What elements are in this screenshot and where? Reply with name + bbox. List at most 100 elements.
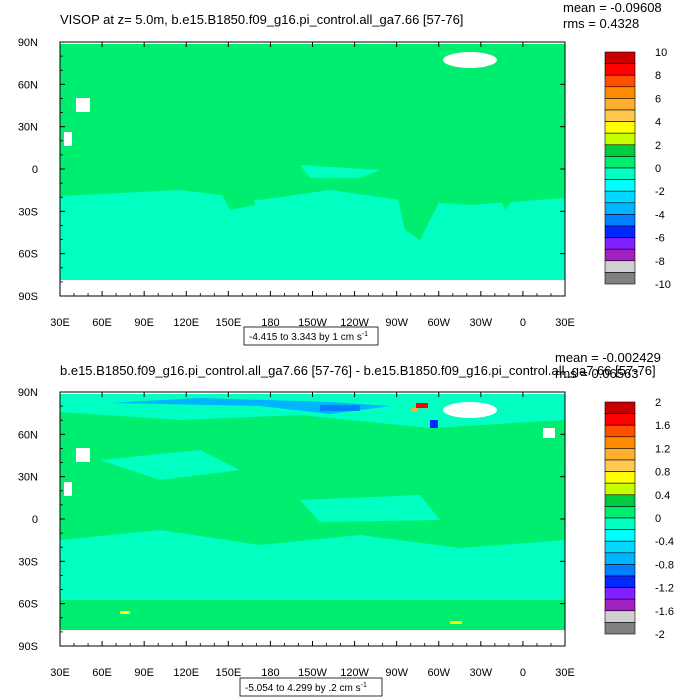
panel-1-xtick-label: 60W — [427, 317, 450, 329]
panel-1-ytick-label: 90N — [18, 37, 38, 49]
panel-2-xtick-label: 60W — [427, 667, 450, 679]
panel-1-map: 30E 60E 90E 120E 150E 180 150W 120W 90W 60W 30W 0 30… — [18, 37, 575, 329]
panel-1-ytick-label: 90S — [18, 291, 38, 303]
panel-2-xtick-label: 30E — [555, 667, 575, 679]
panel-2-colorbar-swatch — [604, 401, 636, 414]
panel-2-xtick-label: 0 — [520, 667, 526, 679]
panel-2-xtick-label: 150W — [298, 667, 327, 679]
panel-2-map: 30E 60E 90E 120E 150E 180 150W 120W 90W 60W 30W 0 30… — [18, 387, 575, 679]
panel-2-arctic-dark-blue — [320, 405, 360, 411]
panel-2-ytick-label: 60S — [18, 599, 38, 611]
panel-2-colorbar-swatch — [604, 506, 636, 519]
panel-2-red-sea-gap — [64, 482, 72, 496]
panel-1-colorbar-label: 8 — [655, 70, 661, 82]
panel-1-colorbar-label: -4 — [655, 209, 665, 221]
panel-1-colorbar-swatch — [604, 248, 636, 262]
panel-2-indian-cyan — [100, 450, 240, 480]
panel-1-x-axis: 30E 60E 90E 120E 150E 180 150W 120W 90W 60W 30W 0 30… — [50, 42, 575, 329]
panel-2-colorbar: 2 1.6 1.2 0.8 0.4 0 -0.4 -0.8 -1.2 -1.6 -2 — [604, 397, 674, 641]
panel-2-colorbar-label: 1.6 — [655, 420, 670, 432]
panel-2-ytick-label: 30S — [18, 556, 38, 568]
panel-1-colorbar-label: -10 — [655, 279, 671, 291]
panel-2-labrador-blue — [430, 420, 438, 428]
panel-1-colorbar-swatch — [604, 144, 636, 157]
panel-2-colorbar-swatch — [604, 413, 636, 426]
panel-2-colorbar-swatch — [604, 471, 636, 484]
panel-1-colorbar-swatch — [604, 260, 636, 273]
panel-1-caspian-gap — [76, 98, 90, 112]
panel-1-colorbar-swatch — [604, 179, 636, 192]
panel-1-xtick-label: 120W — [340, 317, 369, 329]
panel-1-colorbar: 10 8 6 4 2 0 -2 -4 -6 -8 -10 — [604, 47, 671, 291]
panel-1-colorbar-swatch — [604, 190, 636, 204]
panel-2-colorbar-swatch — [604, 587, 636, 600]
panel-2-ytick-label: 0 — [32, 514, 38, 526]
panel-1-colorbar-swatch — [604, 225, 636, 238]
panel-2-colorbar-swatch — [604, 424, 636, 438]
panel-2-ytick-label: 60N — [18, 429, 38, 441]
panel-2-xtick-label: 60E — [92, 667, 112, 679]
panel-1-xtick-label: 150E — [215, 317, 241, 329]
panel-1-colorbar-swatch — [604, 167, 636, 180]
panel-2-greenland-gap — [443, 402, 497, 418]
panel-2-rms: rms = 0.06563 — [555, 366, 638, 381]
panel-2-colorbar-swatch — [604, 448, 636, 461]
panel-1-colorbar-swatch — [604, 202, 636, 215]
panel-2-colorbar-label: 1.2 — [655, 443, 670, 455]
panel-2-ytick-label: 90N — [18, 387, 38, 399]
panel-1-xtick-label: 30W — [470, 317, 493, 329]
panel-2-xtick-label: 180 — [261, 667, 279, 679]
panel-2-x-axis: 30E 60E 90E 120E 150E 180 150W 120W 90W 60W 30W 0 30… — [50, 392, 575, 679]
panel-2-hotspot-red — [416, 403, 428, 408]
panel-1-colorbar-swatch — [604, 98, 636, 111]
panel-2-colorbar-label: -1.2 — [655, 583, 674, 595]
panel-2-ytick-label: 30N — [18, 472, 38, 484]
panel-1-pacific-cyan — [300, 165, 380, 178]
panel-2-colorbar-swatch — [604, 622, 636, 635]
panel-2-colorbar-label: -2 — [655, 629, 665, 641]
panel-1-colorbar-swatch — [604, 121, 636, 134]
panel-2-colorbar-swatch — [604, 436, 636, 449]
panel-1-greenland-gap — [443, 52, 497, 68]
panel-2-hotspot-orange — [412, 408, 418, 412]
panel-2-baltic-gap — [543, 428, 555, 438]
panel-1-mean: mean = -0.09608 — [563, 0, 662, 15]
panel-2-colorbar-swatch — [604, 598, 636, 612]
panel-1-africa — [480, 118, 530, 210]
panel-2-caspian-gap — [76, 448, 90, 462]
panel-1-rms: rms = 0.4328 — [563, 16, 639, 31]
panel-1-colorbar-swatch — [604, 272, 636, 285]
panel-1-xtick-label: 120E — [173, 317, 199, 329]
panel-2-xtick-label: 30E — [50, 667, 70, 679]
panel-2-colorbar-label: -0.8 — [655, 559, 674, 571]
panel-2-colorbar-swatch — [604, 564, 636, 577]
panel-1-xtick-label: 30E — [50, 317, 70, 329]
panel-1-colorbar-label: -2 — [655, 186, 665, 198]
panel-2-colorbar-swatch — [604, 540, 636, 554]
panel-1-ytick-label: 60S — [18, 249, 38, 261]
panel-1-colorbar-swatch — [604, 63, 636, 76]
panel-2-colorbar-label: 2 — [655, 397, 661, 409]
panel-1-south-america — [390, 160, 440, 240]
panel-1-colorbar-label: 2 — [655, 140, 661, 152]
panel-1-colorbar-label: 4 — [655, 117, 661, 129]
panel-1-xtick-label: 90W — [385, 317, 408, 329]
panel-1-colorbar-swatch — [604, 214, 636, 227]
panel-2-colorbar-label: 0.8 — [655, 467, 670, 479]
panel-2: b.e15.B1850.f09_g16.pi_control.all_ga7.6… — [18, 350, 674, 697]
panel-1-colorbar-label: 10 — [655, 47, 667, 59]
panel-1-ytick-label: 30N — [18, 122, 38, 134]
panel-2-colorbar-swatch — [604, 610, 636, 623]
panel-1-colorbar-swatch — [604, 132, 636, 146]
panel-1-colorbar-label: 0 — [655, 163, 661, 175]
panel-1-ytick-label: 60N — [18, 79, 38, 91]
panel-1-title: VISOP at z= 5.0m, b.e15.B1850.f09_g16.pi… — [60, 12, 463, 27]
panel-2-xtick-label: 150E — [215, 667, 241, 679]
panel-1-colorbar-swatch — [604, 237, 636, 250]
panel-2-range-label: -5.054 to 4.299 by .2 cm s-1 — [245, 682, 367, 694]
panel-2-y-axis: 90N 60N 30N 0 30S 60S 90S — [18, 387, 565, 653]
panel-2-pacific-cyan — [300, 495, 440, 522]
panel-1-range-box — [243, 326, 379, 346]
panel-2-colorbar-swatch — [604, 517, 636, 530]
